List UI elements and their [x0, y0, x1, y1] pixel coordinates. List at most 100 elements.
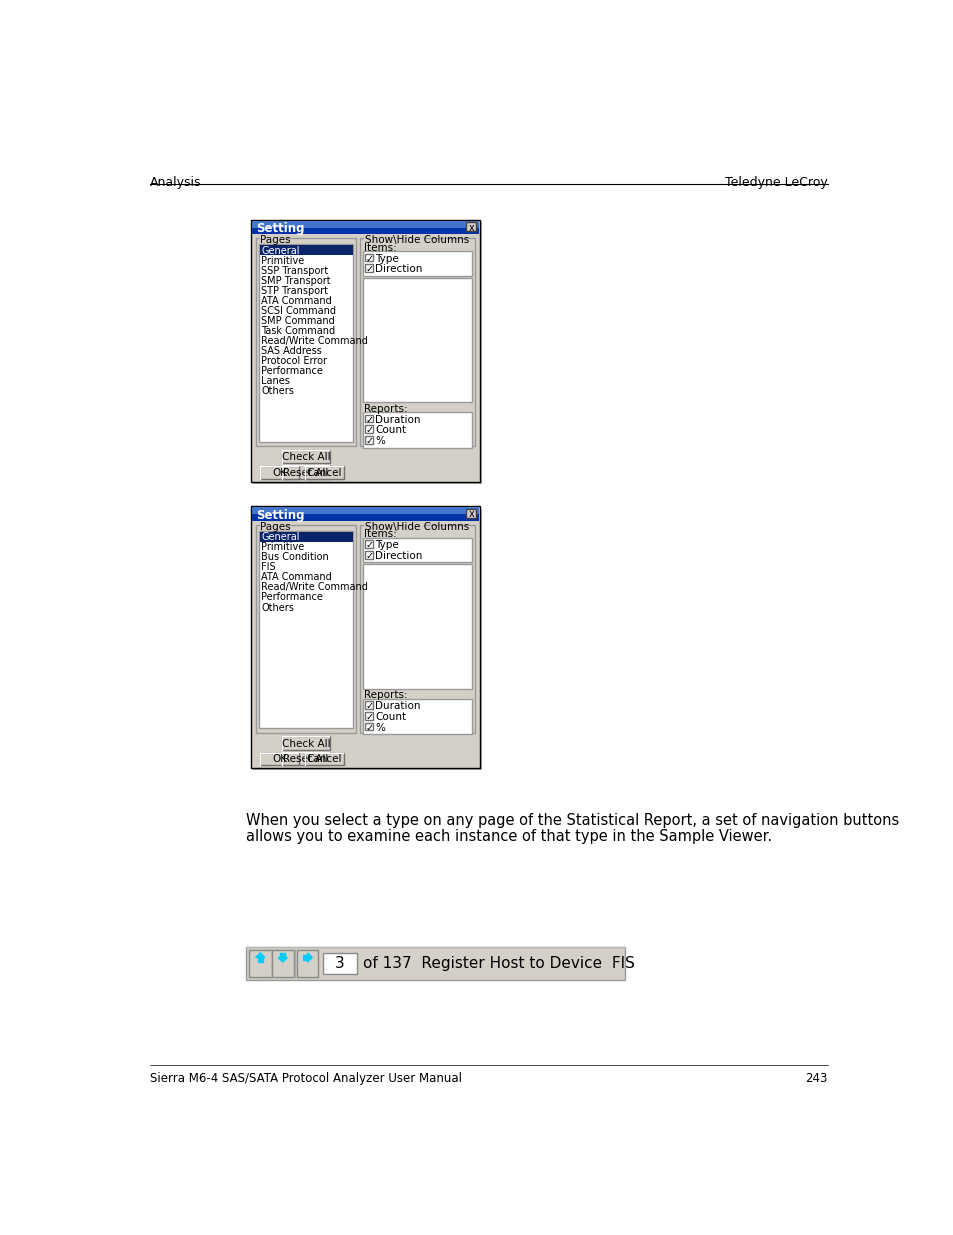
Text: Read/Write Command: Read/Write Command	[261, 583, 368, 593]
Text: SSP Transport: SSP Transport	[261, 266, 328, 275]
Text: Performance: Performance	[261, 366, 323, 377]
Text: Task Command: Task Command	[261, 326, 335, 336]
Bar	[252, 508, 478, 514]
Text: General: General	[261, 246, 299, 256]
Text: OK: OK	[272, 468, 287, 478]
Text: 3: 3	[335, 956, 345, 971]
Bar	[365, 253, 373, 262]
Bar	[260, 466, 298, 478]
Text: Type: Type	[375, 253, 398, 264]
Bar	[251, 220, 479, 482]
Text: ✓: ✓	[365, 425, 374, 436]
Text: Pages: Pages	[260, 521, 291, 531]
Text: Reset All: Reset All	[283, 468, 329, 478]
Text: Sierra M6-4 SAS/SATA Protocol Analyzer User Manual: Sierra M6-4 SAS/SATA Protocol Analyzer U…	[150, 1072, 462, 1086]
Text: Duration: Duration	[375, 415, 420, 425]
Bar	[258, 531, 353, 727]
Bar	[365, 264, 373, 272]
Polygon shape	[280, 953, 285, 957]
Bar	[365, 540, 373, 548]
Bar	[364, 524, 424, 526]
Text: Primitive: Primitive	[261, 542, 304, 552]
Text: When you select a type on any page of the Statistical Report, a set of navigatio: When you select a type on any page of th…	[245, 814, 898, 829]
Text: Teledyne LeCroy: Teledyne LeCroy	[724, 175, 827, 189]
Bar	[363, 412, 472, 448]
Text: Pages: Pages	[260, 235, 291, 246]
Text: Direction: Direction	[375, 264, 422, 274]
Polygon shape	[255, 953, 265, 957]
Text: %: %	[375, 436, 384, 446]
Bar	[255, 238, 356, 446]
Text: Primitive: Primitive	[261, 256, 304, 266]
Text: Bus Condition: Bus Condition	[261, 552, 329, 562]
Bar	[282, 466, 330, 478]
Text: Others: Others	[261, 603, 294, 613]
Text: Others: Others	[261, 387, 294, 396]
Bar	[255, 525, 356, 732]
Text: Check All: Check All	[281, 739, 330, 748]
Text: ✓: ✓	[365, 711, 374, 721]
Text: ✓: ✓	[365, 701, 374, 711]
Bar	[365, 722, 373, 730]
Text: SMP Transport: SMP Transport	[261, 275, 331, 287]
Text: ✓: ✓	[365, 436, 374, 446]
Polygon shape	[307, 953, 312, 962]
Text: STP Transport: STP Transport	[261, 287, 328, 296]
Text: Reports:: Reports:	[364, 404, 407, 414]
Text: ✓: ✓	[365, 551, 374, 561]
Text: Setting: Setting	[255, 222, 304, 235]
Bar	[253, 222, 481, 484]
Text: FIS: FIS	[261, 562, 275, 573]
Text: Direction: Direction	[375, 551, 422, 561]
Bar	[365, 415, 373, 422]
Bar	[365, 436, 373, 443]
Text: ✓: ✓	[365, 415, 374, 425]
Bar	[323, 953, 356, 974]
Text: x: x	[468, 509, 474, 520]
Text: Reset All: Reset All	[283, 755, 329, 764]
Text: Reports:: Reports:	[364, 690, 407, 700]
Bar	[259, 246, 353, 256]
Bar	[282, 752, 330, 764]
Text: Count: Count	[375, 711, 406, 721]
Polygon shape	[303, 955, 307, 960]
Text: ✓: ✓	[365, 722, 374, 732]
Text: SMP Command: SMP Command	[261, 316, 335, 326]
Text: Setting: Setting	[255, 509, 304, 521]
Text: of 137  Register Host to Device  FIS: of 137 Register Host to Device FIS	[363, 956, 635, 971]
Text: Performance: Performance	[261, 593, 323, 603]
Bar	[363, 537, 472, 562]
Text: Items:: Items:	[364, 243, 396, 253]
Text: Items:: Items:	[364, 530, 396, 540]
Bar	[363, 699, 472, 734]
Text: Show\Hide Columns: Show\Hide Columns	[365, 521, 469, 531]
Text: Show\Hide Columns: Show\Hide Columns	[365, 235, 469, 246]
Bar	[365, 551, 373, 558]
Bar	[466, 222, 476, 231]
Text: Analysis: Analysis	[150, 175, 201, 189]
Bar	[363, 564, 472, 689]
Bar	[260, 752, 298, 764]
Text: %: %	[375, 722, 384, 732]
Text: General: General	[261, 532, 299, 542]
Bar	[360, 525, 475, 732]
Text: 243: 243	[804, 1072, 827, 1086]
Bar	[272, 950, 294, 977]
Bar	[305, 752, 344, 764]
Polygon shape	[257, 957, 262, 962]
Bar	[365, 425, 373, 433]
Text: Check All: Check All	[281, 452, 330, 462]
Bar	[466, 509, 476, 517]
Bar	[365, 711, 373, 720]
Text: allows you to examine each instance of that type in the Sample Viewer.: allows you to examine each instance of t…	[245, 829, 771, 844]
Bar	[252, 227, 478, 235]
Text: Read/Write Command: Read/Write Command	[261, 336, 368, 346]
Text: SAS Address: SAS Address	[261, 346, 321, 356]
Bar	[249, 950, 272, 977]
Bar	[259, 237, 287, 240]
Text: Count: Count	[375, 425, 406, 436]
Bar	[305, 466, 344, 478]
Bar	[282, 450, 330, 463]
Polygon shape	[278, 957, 287, 962]
Text: ATA Command: ATA Command	[261, 296, 332, 306]
